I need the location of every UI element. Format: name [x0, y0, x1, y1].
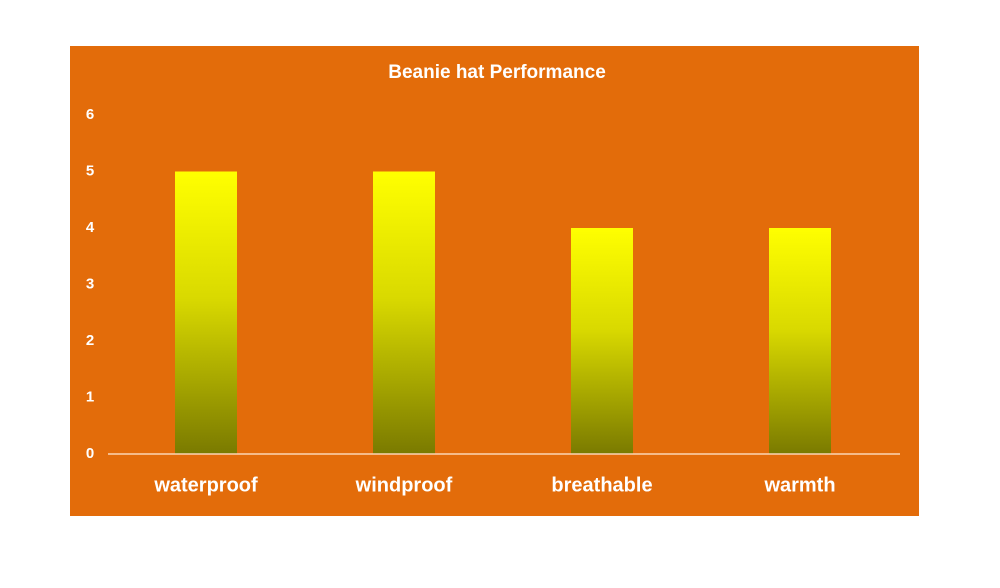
y-tick-label: 4 — [86, 219, 95, 236]
y-tick-label: 0 — [86, 445, 94, 462]
bar — [175, 171, 237, 454]
x-tick-label: breathable — [551, 474, 652, 496]
y-tick-label: 5 — [86, 162, 94, 179]
bar — [373, 171, 435, 454]
y-tick-label: 1 — [86, 388, 94, 405]
y-tick-label: 6 — [86, 106, 94, 123]
x-tick-label: windproof — [355, 474, 453, 496]
bar — [769, 228, 831, 454]
x-tick-label: warmth — [763, 474, 835, 496]
y-tick-label: 3 — [86, 275, 94, 292]
x-tick-label: waterproof — [153, 474, 258, 496]
chart-title: Beanie hat Performance — [388, 62, 606, 83]
y-tick-label: 2 — [86, 332, 94, 349]
bar — [571, 228, 633, 454]
